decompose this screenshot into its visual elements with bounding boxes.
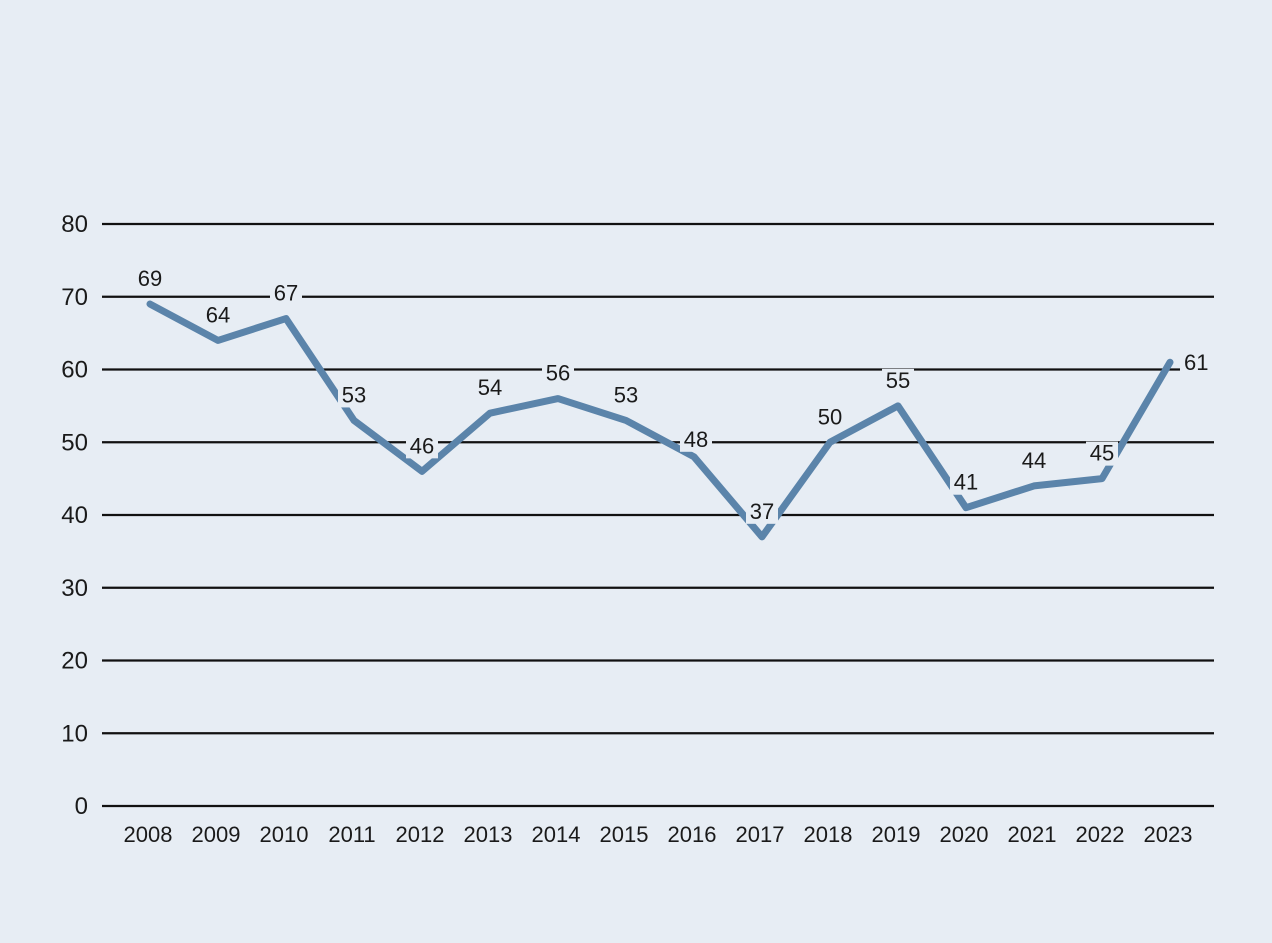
data-label: 41 [954, 470, 978, 495]
data-label-backing [542, 361, 574, 386]
data-label: 50 [818, 404, 842, 429]
x-tick-label: 2014 [532, 822, 581, 847]
data-label-backing [474, 376, 506, 401]
x-tick-label: 2018 [804, 822, 853, 847]
x-tick-label: 2008 [124, 822, 173, 847]
y-tick-label: 80 [61, 211, 88, 238]
x-tick-label: 2012 [396, 822, 445, 847]
y-tick-label: 70 [61, 284, 88, 311]
series-line [146, 300, 1174, 541]
data-label: 64 [206, 302, 230, 327]
data-label-backing [202, 303, 234, 328]
data-label-backing [746, 499, 778, 524]
x-tick-label: 2023 [1144, 822, 1193, 847]
data-label: 69 [138, 266, 162, 291]
x-tick-label: 2021 [1008, 822, 1057, 847]
x-tick-label: 2010 [260, 822, 309, 847]
y-tick-label: 40 [61, 502, 88, 529]
data-label-backing [680, 427, 712, 452]
data-label-backing [1086, 441, 1118, 466]
data-label: 37 [750, 499, 774, 524]
y-axis-ticks: 0 10 20 30 40 50 60 70 80 [61, 211, 88, 820]
x-tick-label: 2009 [192, 822, 241, 847]
x-tick-label: 2017 [736, 822, 785, 847]
data-label-backing [610, 383, 642, 408]
y-tick-label: 10 [61, 720, 88, 747]
data-label-backing [882, 368, 914, 393]
x-tick-label: 2016 [668, 822, 717, 847]
data-label-backing [406, 434, 438, 459]
x-tick-label: 2020 [940, 822, 989, 847]
data-label: 54 [478, 375, 502, 400]
data-label: 53 [614, 382, 638, 407]
data-label-backing [814, 405, 846, 430]
data-label: 56 [546, 361, 570, 386]
x-tick-label: 2022 [1076, 822, 1125, 847]
data-label: 55 [886, 368, 910, 393]
x-tick-label: 2019 [872, 822, 921, 847]
data-label-backing [1018, 448, 1050, 473]
y-tick-label: 30 [61, 575, 88, 602]
y-tick-label: 50 [61, 429, 88, 456]
y-tick-label: 20 [61, 648, 88, 675]
data-label: 44 [1022, 448, 1046, 473]
data-labels: 69 64 67 53 46 54 56 53 48 37 50 55 41 44 45 61 [134, 266, 1216, 524]
data-label-backing [950, 470, 982, 495]
x-tick-label: 2015 [600, 822, 649, 847]
x-tick-label: 2013 [464, 822, 513, 847]
gridlines [102, 222, 1214, 808]
data-label: 48 [684, 427, 708, 452]
data-label: 61 [1184, 350, 1208, 375]
x-axis-ticks: 2008 2009 2010 2011 2012 2013 2014 2015 2016 2017… [124, 822, 1193, 847]
series-line-path [146, 300, 1174, 541]
y-tick-label: 0 [75, 793, 88, 820]
x-tick-label: 2011 [328, 822, 375, 847]
data-label-backing [1180, 351, 1216, 376]
y-tick-label: 60 [61, 357, 88, 384]
data-label: 67 [274, 281, 298, 306]
data-label-backing [134, 267, 166, 292]
data-label: 53 [342, 382, 366, 407]
data-label-backing [338, 383, 370, 408]
data-label: 46 [410, 433, 434, 458]
data-label: 45 [1090, 441, 1114, 466]
data-label-backing [270, 281, 302, 306]
